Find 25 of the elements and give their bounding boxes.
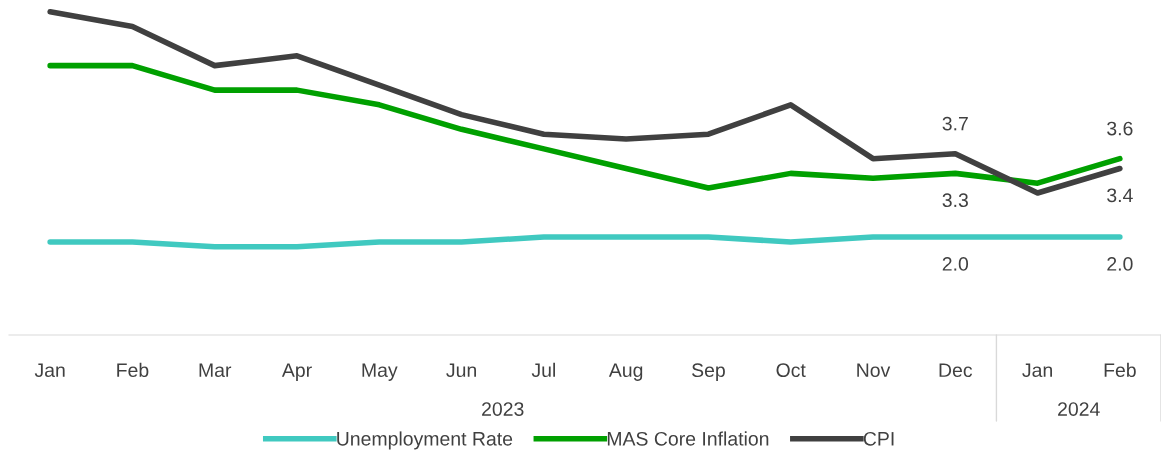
x-tick-label: May: [362, 363, 398, 381]
x-tick-label: Aug: [608, 363, 643, 381]
text: 2023: [482, 402, 524, 416]
x-tick-label: Oct: [776, 363, 806, 378]
legend-label: Unemployment Rate: [337, 431, 513, 450]
text: 2024: [1058, 402, 1100, 416]
data-label: 3.6: [1107, 121, 1133, 136]
x-tick-label: Jun: [446, 363, 476, 378]
legend-label: MAS Core Inflation: [607, 431, 769, 446]
x-tick-label: Dec: [939, 363, 973, 378]
data-label: 3.3: [942, 193, 968, 208]
data-label: 3.7: [942, 116, 968, 131]
x-tick-label: Jan: [34, 363, 65, 378]
x-tick-label: Jul: [531, 362, 555, 378]
x-tick-label: Mar: [199, 363, 232, 378]
x-tick-label: Nov: [857, 363, 891, 378]
data-label: 3.4: [1107, 188, 1133, 203]
x-tick-label: Apr: [281, 363, 312, 381]
data-label: 2.0: [1107, 257, 1133, 271]
data-label: 2.0: [942, 257, 969, 271]
x-tick-label: Jan: [1022, 363, 1052, 378]
x-tick-label: Sep: [692, 363, 725, 381]
x-tick-label: Feb: [1104, 362, 1136, 378]
legend-label: CPI: [863, 431, 894, 446]
x-tick-label: Feb: [117, 362, 149, 378]
